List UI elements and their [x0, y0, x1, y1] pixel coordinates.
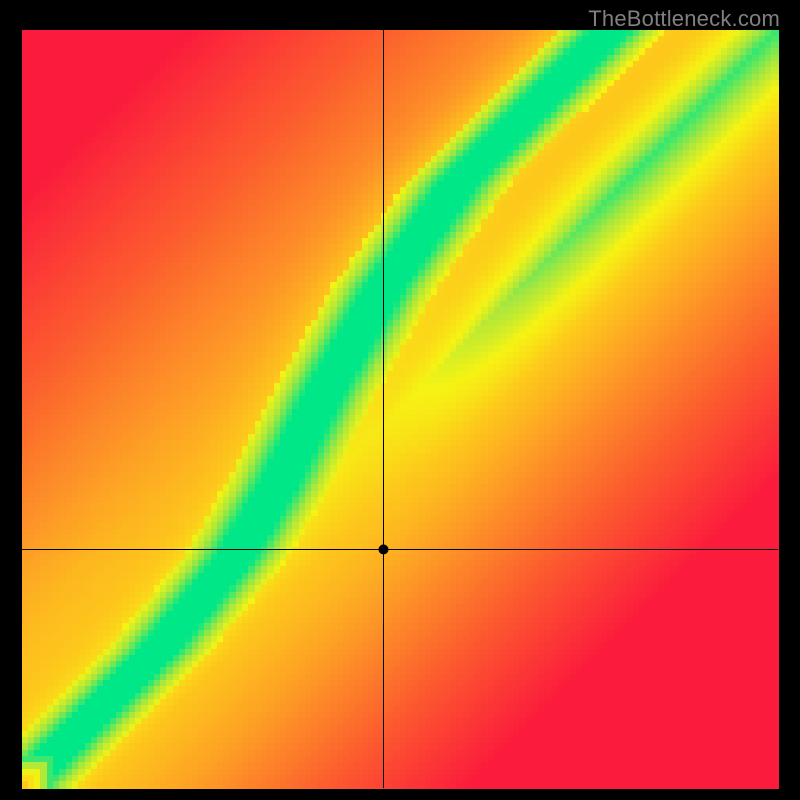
watermark-text: TheBottleneck.com	[588, 6, 780, 32]
bottleneck-heatmap	[0, 0, 800, 800]
chart-container: TheBottleneck.com	[0, 0, 800, 800]
